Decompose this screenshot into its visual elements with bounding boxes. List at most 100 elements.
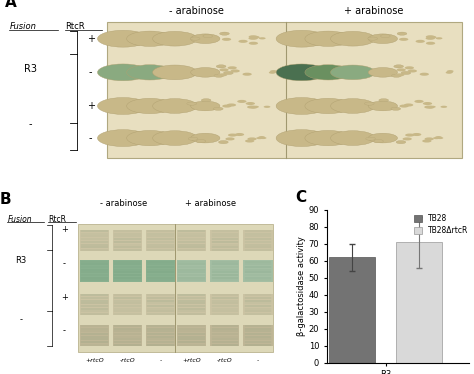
Circle shape (219, 32, 229, 35)
Circle shape (433, 137, 440, 139)
Circle shape (213, 107, 223, 110)
Bar (113, 230, 142, 251)
Text: - arabinose: - arabinose (100, 199, 147, 208)
Text: Fusion: Fusion (9, 22, 36, 31)
Bar (80, 325, 109, 346)
Circle shape (426, 35, 435, 38)
Text: +: + (61, 225, 68, 234)
Circle shape (429, 36, 436, 38)
Text: RtcR: RtcR (65, 22, 85, 31)
Circle shape (402, 137, 412, 141)
Text: + arabinose: + arabinose (344, 6, 404, 16)
Text: -: - (89, 67, 92, 77)
Circle shape (247, 137, 256, 141)
Circle shape (330, 31, 375, 46)
Circle shape (190, 37, 200, 40)
Text: C: C (296, 190, 307, 205)
Bar (210, 230, 239, 251)
Circle shape (252, 106, 259, 108)
Text: +: + (61, 292, 68, 301)
Circle shape (249, 42, 258, 45)
Text: -: - (63, 326, 66, 335)
Circle shape (247, 105, 256, 108)
Circle shape (153, 65, 197, 80)
Circle shape (366, 137, 375, 140)
Circle shape (203, 34, 213, 38)
Circle shape (248, 37, 258, 40)
Circle shape (368, 34, 398, 43)
Circle shape (305, 131, 351, 146)
Circle shape (127, 98, 173, 114)
Text: R3: R3 (24, 64, 37, 74)
Bar (146, 260, 175, 282)
Bar (113, 294, 142, 315)
Text: B: B (0, 192, 11, 207)
Circle shape (216, 65, 226, 68)
Circle shape (381, 34, 390, 38)
Circle shape (153, 31, 197, 46)
Circle shape (405, 134, 414, 137)
Text: RtcR: RtcR (48, 215, 66, 224)
Circle shape (98, 64, 148, 81)
Legend: TB28, TB28ΔrtcR: TB28, TB28ΔrtcR (414, 214, 468, 235)
Circle shape (251, 107, 257, 108)
Circle shape (276, 64, 327, 81)
Circle shape (228, 134, 237, 137)
Circle shape (396, 141, 406, 144)
Circle shape (422, 140, 431, 142)
Circle shape (191, 133, 220, 143)
Circle shape (305, 31, 351, 46)
Circle shape (153, 131, 197, 145)
Circle shape (222, 38, 231, 41)
Circle shape (424, 105, 434, 108)
Circle shape (243, 73, 252, 76)
Circle shape (330, 65, 375, 80)
Circle shape (228, 66, 237, 69)
Circle shape (259, 37, 265, 39)
Text: - arabinose: - arabinose (169, 6, 224, 16)
Bar (80, 294, 109, 315)
Circle shape (256, 137, 263, 139)
Text: -rtcO: -rtcO (217, 358, 233, 363)
Bar (177, 325, 206, 346)
Circle shape (230, 70, 240, 73)
Circle shape (276, 98, 327, 114)
Text: +rtcO: +rtcO (182, 358, 201, 363)
Bar (177, 294, 206, 315)
Circle shape (253, 36, 259, 38)
Bar (80, 230, 109, 251)
Circle shape (246, 102, 255, 105)
Circle shape (426, 37, 435, 40)
Bar (146, 230, 175, 251)
Circle shape (127, 31, 173, 46)
Bar (210, 325, 239, 346)
Circle shape (219, 68, 228, 71)
Circle shape (258, 136, 265, 138)
Circle shape (187, 102, 197, 105)
Circle shape (196, 140, 206, 143)
Circle shape (201, 99, 211, 102)
Circle shape (249, 35, 258, 38)
Circle shape (391, 107, 401, 110)
FancyBboxPatch shape (175, 224, 273, 352)
Circle shape (260, 137, 266, 139)
Circle shape (214, 74, 224, 77)
Circle shape (404, 104, 413, 107)
Bar (146, 325, 175, 346)
Circle shape (330, 131, 375, 145)
Circle shape (430, 36, 437, 39)
Circle shape (395, 73, 404, 76)
Text: -: - (28, 119, 32, 129)
Circle shape (436, 37, 442, 39)
Bar (113, 325, 142, 346)
Circle shape (397, 32, 407, 35)
Circle shape (222, 105, 231, 108)
Bar (146, 294, 175, 315)
Bar (243, 230, 273, 251)
Text: R3: R3 (15, 256, 27, 265)
Circle shape (426, 42, 435, 45)
Circle shape (276, 30, 327, 47)
Circle shape (423, 102, 432, 105)
Text: -: - (19, 316, 22, 325)
Circle shape (227, 104, 236, 107)
